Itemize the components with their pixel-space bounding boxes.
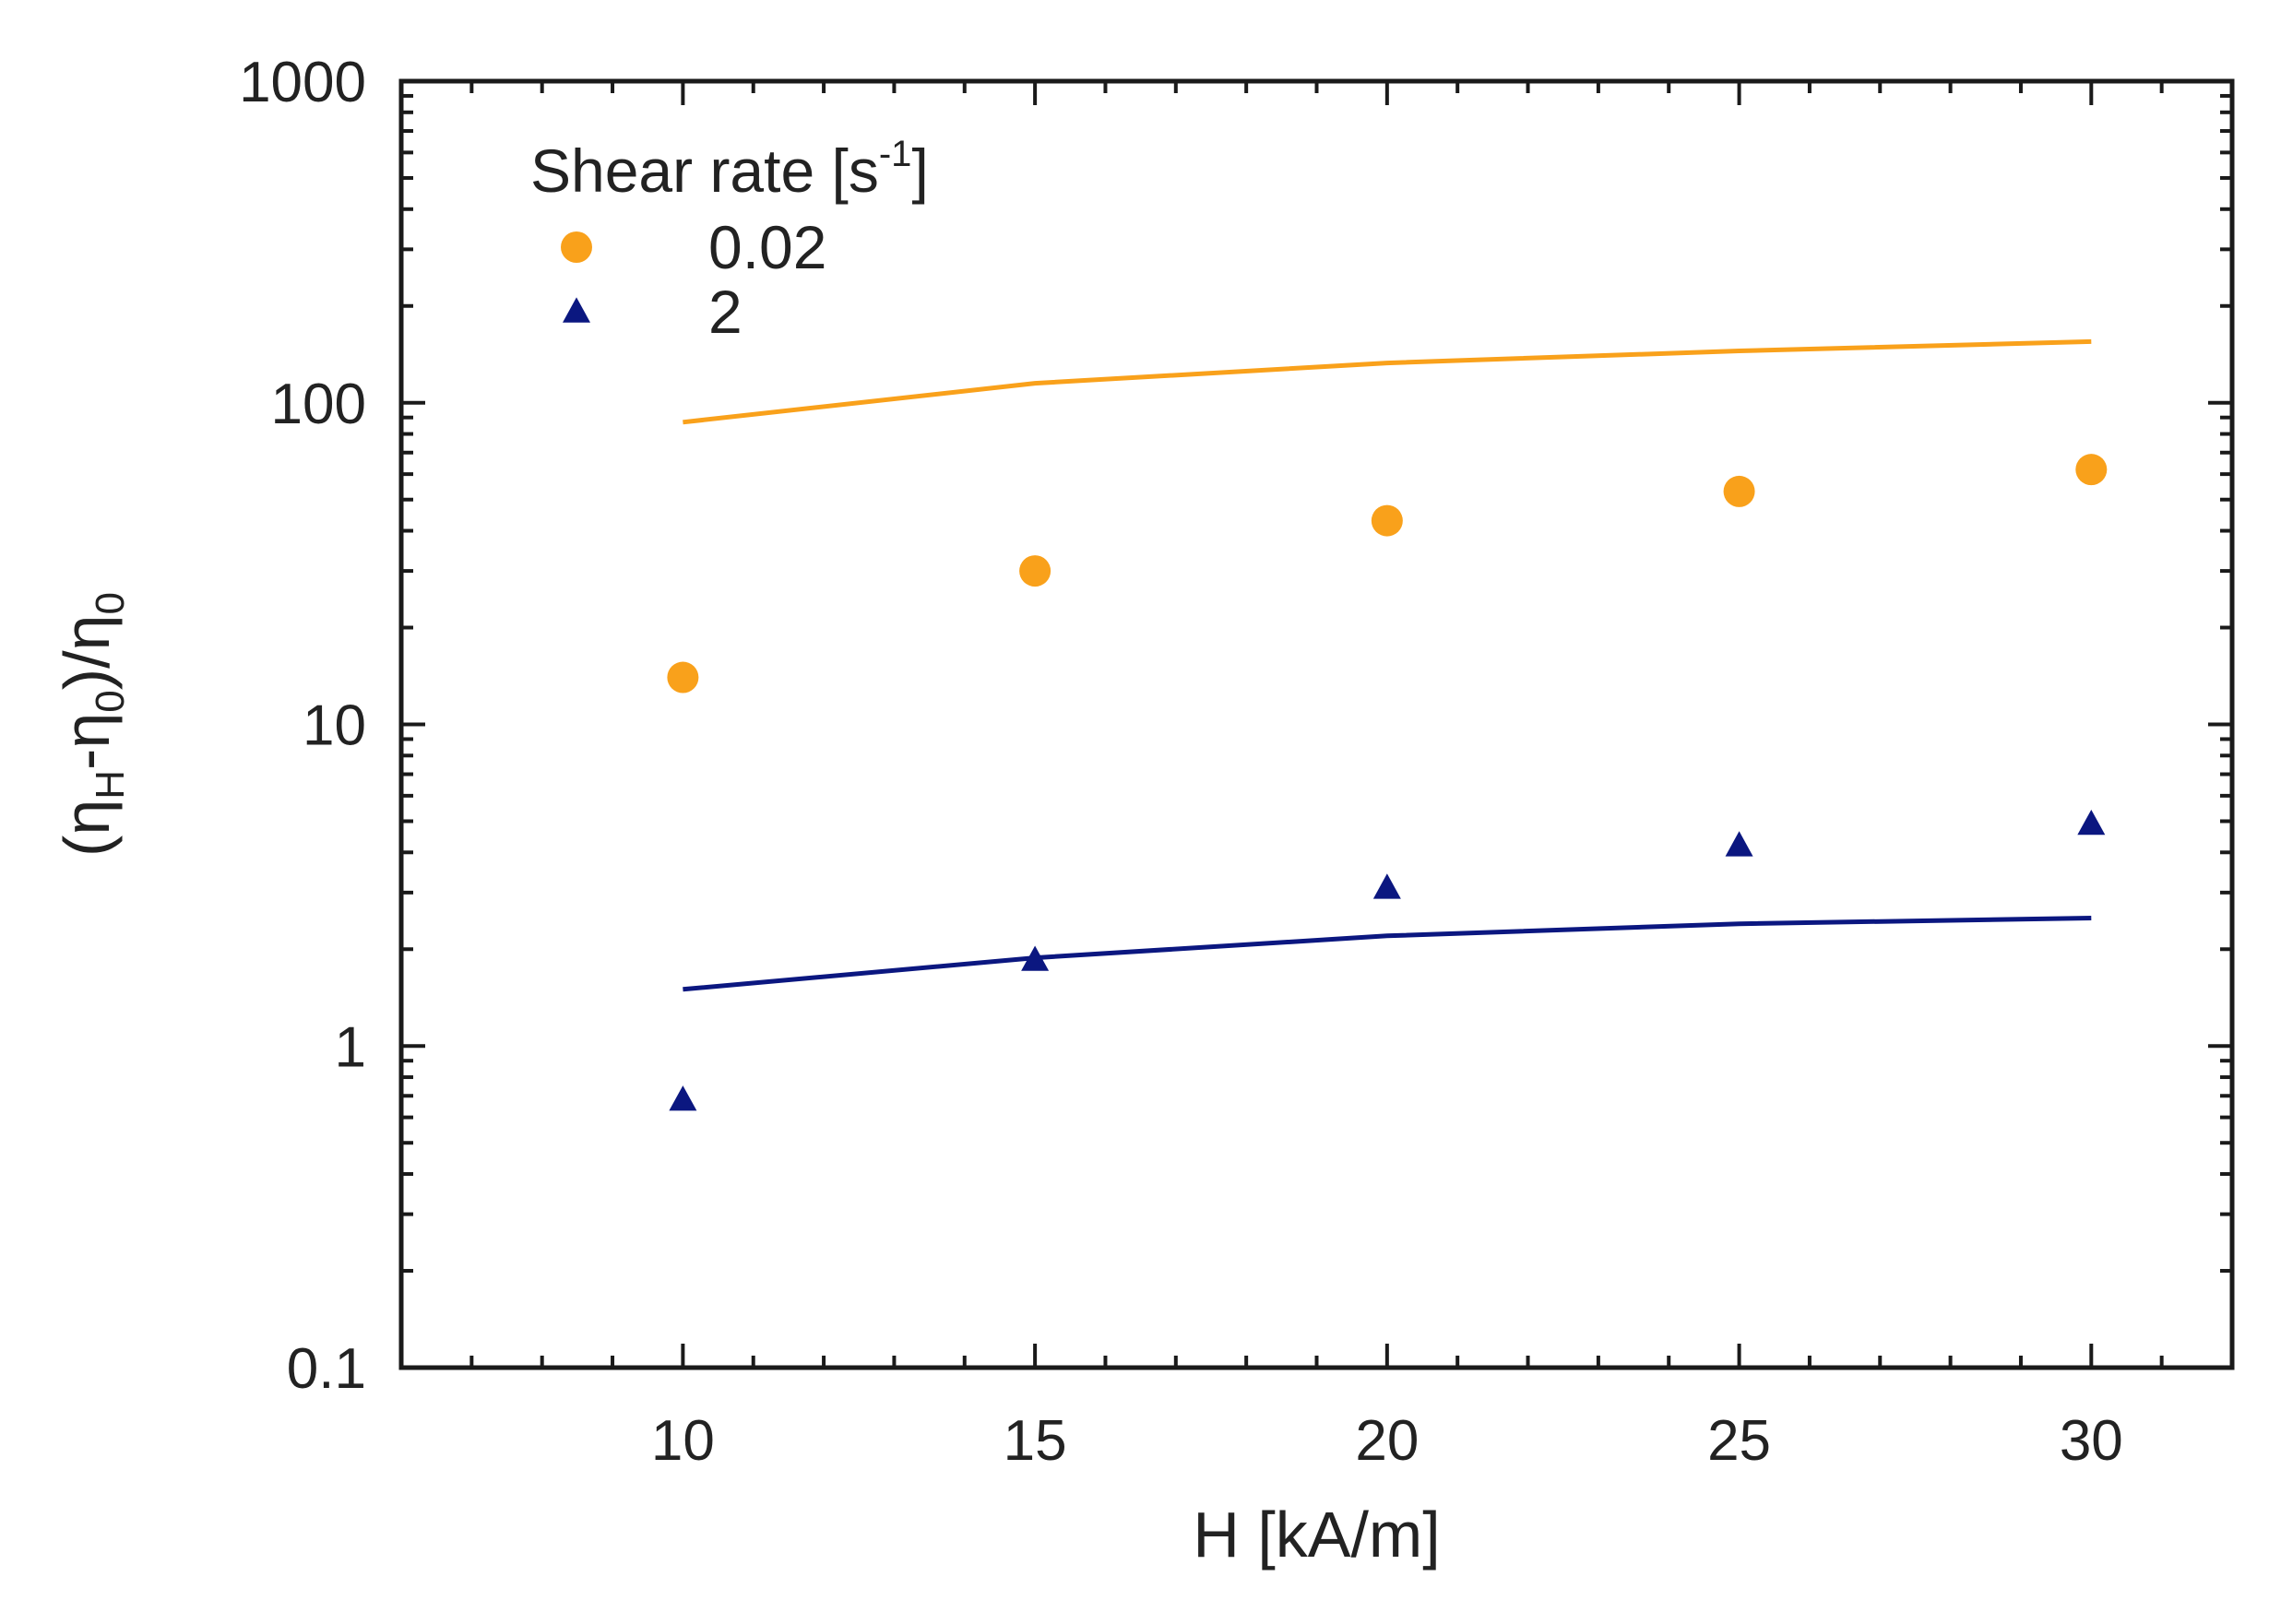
y-label-mid: -η bbox=[51, 713, 123, 770]
ticks-layer bbox=[399, 79, 2234, 1369]
legend-marker-2 bbox=[563, 297, 590, 323]
legend-marker-0.02 bbox=[561, 231, 592, 263]
legend-entries: 0.022 bbox=[561, 213, 826, 346]
x-tick-label: 10 bbox=[651, 1409, 715, 1473]
y-axis-label: (ηH-η0)/η0 bbox=[51, 592, 133, 857]
y-label-sub-0a: 0 bbox=[88, 690, 133, 712]
y-tick-label: 1000 bbox=[239, 51, 366, 114]
y-tick-label: 100 bbox=[271, 373, 366, 436]
model-lines bbox=[683, 338, 2092, 992]
y-label-sub-0b: 0 bbox=[88, 592, 133, 614]
y-label-open: (η bbox=[51, 800, 123, 857]
data-point-2 bbox=[2077, 809, 2106, 836]
x-axis-label: H [kA/m] bbox=[1193, 1499, 1440, 1571]
data-point-0.02 bbox=[1723, 475, 1755, 507]
data-point-2 bbox=[669, 1085, 697, 1111]
y-tick-label: 10 bbox=[303, 694, 366, 758]
legend-title: Shear rate [s-1] bbox=[530, 134, 929, 205]
y-tick-labels: 0.1 1 10 100 1000 bbox=[239, 51, 366, 1401]
data-point-0.02 bbox=[1371, 504, 1403, 537]
data-points bbox=[667, 454, 2108, 1111]
y-label-sub-h: H bbox=[88, 770, 133, 800]
y-label-close: )/η bbox=[51, 615, 123, 691]
legend-title-sup: -1 bbox=[879, 134, 912, 174]
legend: Shear rate [s-1] 0.022 bbox=[530, 134, 929, 346]
data-point-0.02 bbox=[667, 661, 699, 693]
legend-title-text: Shear rate [s bbox=[530, 136, 879, 205]
data-point-0.02 bbox=[1019, 555, 1051, 587]
x-tick-label: 20 bbox=[1355, 1409, 1419, 1473]
data-point-2 bbox=[1021, 945, 1050, 971]
x-tick-labels: 10 15 20 25 30 bbox=[651, 1409, 2123, 1473]
x-tick-label: 25 bbox=[1707, 1409, 1771, 1473]
legend-label-2: 2 bbox=[708, 278, 742, 346]
model-line-0.02 bbox=[683, 338, 2092, 425]
data-point-0.02 bbox=[2075, 454, 2108, 486]
legend-title-close: ] bbox=[911, 136, 928, 205]
legend-label-0.02: 0.02 bbox=[708, 213, 826, 281]
data-point-2 bbox=[1725, 831, 1753, 857]
y-tick-label: 1 bbox=[335, 1015, 366, 1079]
plot-frame bbox=[398, 78, 2235, 1370]
data-point-2 bbox=[1372, 873, 1401, 899]
x-tick-label: 15 bbox=[1004, 1409, 1067, 1473]
x-tick-label: 30 bbox=[2060, 1409, 2123, 1473]
model-line-2 bbox=[683, 916, 2092, 992]
y-tick-label: 0.1 bbox=[287, 1337, 366, 1401]
